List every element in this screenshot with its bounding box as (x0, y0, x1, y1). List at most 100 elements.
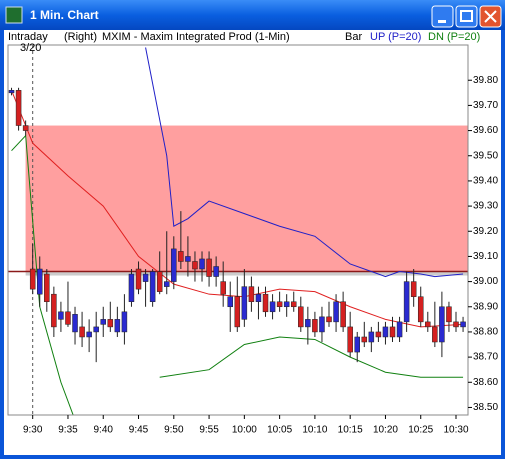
candle-body (241, 286, 248, 320)
candle-body (460, 321, 466, 328)
maximize-icon (460, 10, 473, 22)
candle-body (312, 319, 318, 333)
candle-body (51, 293, 57, 328)
candle-body (44, 273, 50, 302)
moving-average (11, 90, 464, 328)
candle-body (86, 331, 92, 338)
candle-body (93, 326, 99, 333)
candle-body (382, 326, 389, 338)
y-tick-label: 38.90 (473, 301, 498, 312)
candle-body (375, 331, 382, 338)
y-tick-label: 39.20 (473, 226, 498, 237)
header-style: Bar (345, 31, 362, 43)
band-line (145, 47, 464, 278)
x-tick-label: 10:25 (408, 425, 433, 436)
candle-body (79, 326, 85, 338)
candle-body (319, 316, 325, 333)
header-symbol: MXIM - Maxim Integrated Prod (1-Min) (102, 31, 290, 43)
candle-body (439, 306, 445, 343)
maximize-button[interactable] (455, 5, 478, 28)
y-tick-label: 39.80 (473, 75, 498, 86)
plot-border (7, 44, 469, 416)
candle-body (410, 281, 417, 297)
candle-body (220, 281, 226, 295)
candle-body (396, 321, 403, 338)
candle-body (192, 261, 198, 270)
candle-body (283, 301, 290, 308)
candle-body (453, 321, 459, 328)
candle-body (361, 336, 368, 343)
candle-body (22, 125, 29, 131)
candle-body (326, 316, 332, 323)
x-tick-label: 9:35 (58, 425, 78, 436)
candle-body (227, 296, 233, 308)
x-tick-label: 10:15 (338, 425, 363, 436)
candle-body (156, 271, 163, 292)
candle-body (403, 281, 410, 323)
y-tick-label: 39.40 (473, 176, 498, 187)
x-tick-label: 9:45 (129, 425, 149, 436)
y-tick-label: 38.70 (473, 352, 498, 363)
app-icon[interactable] (5, 6, 23, 24)
band-line (159, 336, 464, 378)
header-side: (Right) (64, 31, 97, 43)
minimize-icon (438, 20, 446, 23)
candle-body (333, 301, 339, 323)
x-tick-label: 9:30 (23, 425, 43, 436)
zone (25, 125, 468, 272)
candle-body (128, 273, 135, 302)
x-tick-label: 10:20 (373, 425, 398, 436)
candle-body (347, 326, 353, 353)
y-tick-label: 38.80 (473, 327, 498, 338)
candle-body (417, 296, 424, 323)
candle-body (446, 306, 452, 323)
candle-body (269, 301, 276, 313)
candle-body (290, 301, 297, 308)
candle-body (305, 319, 311, 328)
candle-body (149, 271, 156, 302)
candle-body (213, 266, 219, 277)
y-tick-label: 39.00 (473, 276, 498, 287)
candle-body (36, 268, 43, 295)
legend-entry: UP (P=20) (370, 31, 421, 43)
y-tick-label: 38.60 (473, 377, 498, 388)
title-bar (0, 0, 505, 30)
close-icon (484, 10, 497, 23)
candle-body (15, 90, 22, 126)
candle-body (276, 301, 283, 308)
x-tick-label: 9:50 (164, 425, 184, 436)
candle-body (107, 319, 114, 328)
legend-entry: DN (P=20) (428, 31, 480, 43)
candle-body (368, 331, 375, 343)
y-tick-label: 39.10 (473, 251, 498, 262)
candle-body (234, 296, 241, 328)
x-tick-label: 10:10 (302, 425, 327, 436)
candle-body (121, 311, 128, 333)
candle-body (65, 311, 71, 325)
x-tick-label: 9:55 (199, 425, 219, 436)
candle-body (248, 286, 255, 302)
candle-body (199, 258, 205, 270)
candle-body (100, 319, 106, 325)
date-label: 3/20 (20, 42, 41, 54)
candle-body (135, 268, 142, 290)
minimize-button[interactable] (431, 5, 454, 28)
candle-body (425, 321, 431, 328)
candle-body (178, 251, 184, 262)
candle-body (58, 311, 64, 320)
window-title: 1 Min. Chart (30, 8, 99, 22)
candle-body (142, 273, 149, 282)
x-tick-label: 10:30 (443, 425, 468, 436)
y-tick-label: 39.70 (473, 100, 498, 111)
candle-body (8, 90, 15, 94)
y-tick-label: 39.30 (473, 201, 498, 212)
x-tick-label: 10:05 (267, 425, 292, 436)
candle-body (29, 268, 36, 290)
candle-body (340, 301, 346, 328)
y-tick-label: 39.50 (473, 150, 498, 161)
candle-body (72, 314, 78, 333)
candle-body (432, 326, 438, 343)
candle-body (389, 326, 396, 338)
candle-body (255, 293, 262, 302)
